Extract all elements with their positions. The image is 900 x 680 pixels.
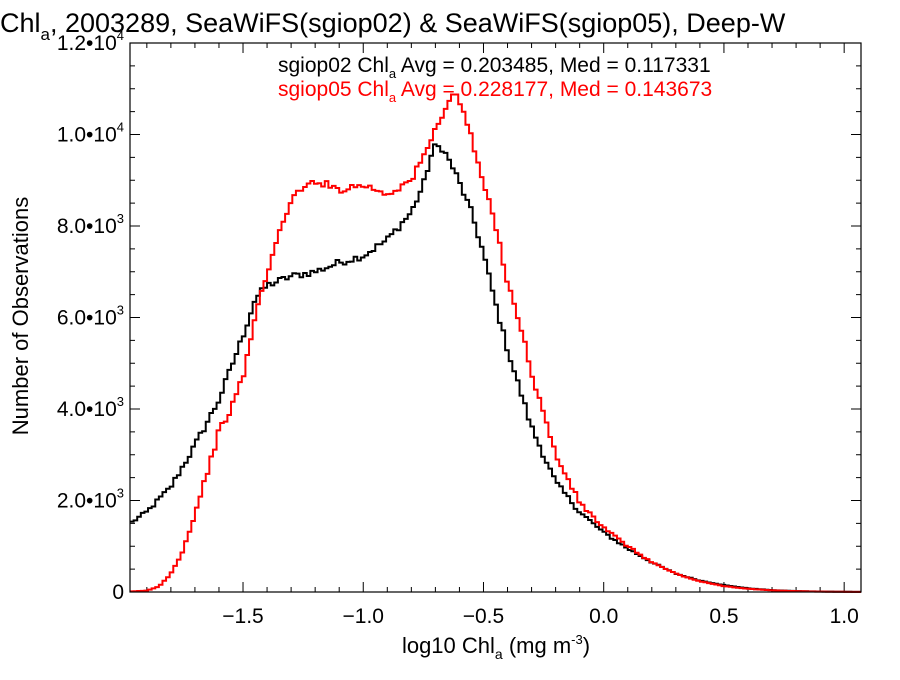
chart-title-prefix: Chl bbox=[0, 8, 41, 38]
legend-sgiop02-sub: a bbox=[389, 66, 397, 81]
x-axis-label-sub: a bbox=[495, 646, 503, 662]
chart-title-sub: a bbox=[41, 25, 51, 44]
y-axis-label: Number of Observations bbox=[8, 197, 33, 435]
legend-sgiop05-prefix: sgiop05 Chl bbox=[278, 78, 389, 101]
x-axis-label-sup: -3 bbox=[571, 632, 583, 647]
legend-sgiop02-prefix: sgiop02 Chl bbox=[278, 54, 389, 77]
x-axis-label-suffix: ) bbox=[583, 633, 590, 658]
x-tick-label: −1.0 bbox=[343, 605, 384, 628]
y-tick-label-exp: 3 bbox=[117, 303, 124, 318]
y-tick-label-exp: 3 bbox=[117, 486, 124, 501]
axis-ticks: −1.5 −1.0 −0.5 0.0 0.5 1.002.0•1034.0•1036.0•… bbox=[57, 28, 861, 628]
y-tick-label: 1.0•104 bbox=[57, 120, 124, 147]
y-tick-label: 2.0•103 bbox=[57, 486, 124, 513]
x-tick-label: 1.0 bbox=[830, 605, 859, 628]
y-tick-label-base: 4.0•10 bbox=[57, 398, 117, 421]
y-tick-label-base: 1.0•10 bbox=[57, 124, 117, 147]
y-tick-label: 8.0•103 bbox=[57, 211, 124, 238]
x-axis-label-prefix: log10 Chl bbox=[402, 633, 495, 658]
plot-frame bbox=[129, 42, 862, 593]
y-tick-label: 4.0•103 bbox=[57, 394, 124, 421]
y-tick-label-base: 1.2•10 bbox=[57, 32, 117, 55]
x-tick-label: 0.5 bbox=[709, 605, 738, 628]
y-tick-label-exp: 3 bbox=[117, 394, 124, 409]
legend-sgiop02-rest: Avg = 0.203485, Med = 0.117331 bbox=[396, 54, 711, 77]
y-tick-label-exp: 4 bbox=[117, 120, 124, 135]
y-tick-label-exp: 3 bbox=[117, 211, 124, 226]
x-tick-label: −1.5 bbox=[222, 605, 263, 628]
legend-sgiop05-rest: Avg = 0.228177, Med = 0.143673 bbox=[396, 78, 712, 101]
y-tick-label: 0 bbox=[112, 581, 124, 604]
legend-sgiop05-sub: a bbox=[389, 90, 397, 105]
x-axis-label: log10 Chla (mg m-3) bbox=[402, 632, 590, 662]
chart-title-rest: , 2003289, SeaWiFS(sgiop02) & SeaWiFS(sg… bbox=[50, 8, 786, 38]
y-tick-label-exp: 4 bbox=[117, 28, 124, 43]
x-axis-label-mid: (mg m bbox=[503, 633, 571, 658]
series-line-sgiop02 bbox=[130, 143, 861, 593]
x-tick-label: 0.0 bbox=[589, 605, 618, 628]
y-tick-label: 1.2•104 bbox=[57, 28, 124, 55]
y-tick-label-base: 6.0•10 bbox=[57, 307, 117, 330]
legend-entry-sgiop02: sgiop02 Chla Avg = 0.203485, Med = 0.117… bbox=[278, 54, 711, 81]
legend-entry-sgiop05: sgiop05 Chla Avg = 0.228177, Med = 0.143… bbox=[278, 78, 712, 105]
series-line-sgiop05 bbox=[130, 93, 861, 593]
y-tick-label-base: 2.0•10 bbox=[57, 490, 117, 513]
y-tick-label-base: 0 bbox=[112, 581, 124, 604]
y-tick-label: 6.0•103 bbox=[57, 303, 124, 330]
series-lines bbox=[130, 93, 861, 593]
y-tick-label-base: 8.0•10 bbox=[57, 215, 117, 238]
x-tick-label: −0.5 bbox=[463, 605, 504, 628]
chart-title: Chla, 2003289, SeaWiFS(sgiop02) & SeaWiF… bbox=[0, 8, 786, 44]
